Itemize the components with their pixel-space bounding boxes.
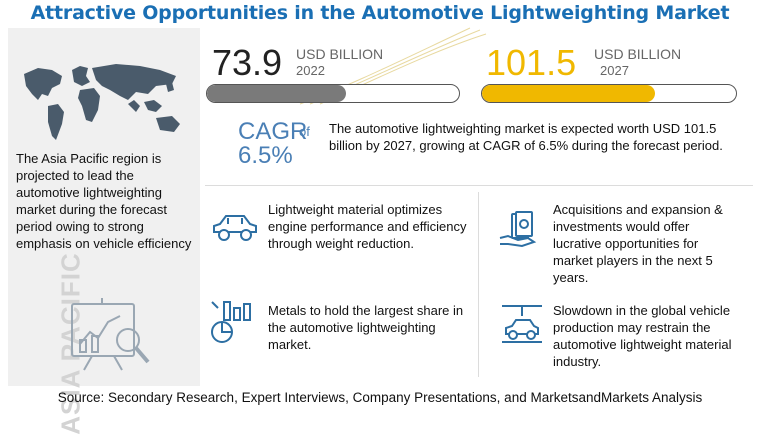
- unit-2027: USD BILLION: [594, 46, 682, 62]
- progress-bar-2027: [481, 84, 737, 103]
- progress-bar-2022: [206, 84, 460, 103]
- metal-chart-icon: [211, 301, 251, 343]
- point-text-2: Acquisitions and expansion & investments…: [553, 202, 723, 285]
- point-text-4: Slowdown in the global vehicle productio…: [553, 303, 732, 369]
- unit-2022: USD BILLION: [296, 46, 384, 62]
- progress-fill-2022: [207, 85, 346, 102]
- year-2022: 2022: [296, 63, 325, 78]
- point-text-1: Lightweight material optimizes engine pe…: [268, 202, 467, 251]
- car-production-icon: [502, 305, 542, 343]
- cagr-description: The automotive lightweighting market is …: [329, 121, 723, 153]
- presentation-chart-icon: [71, 298, 150, 371]
- asia-pacific-text: The Asia Pacific region is projected to …: [16, 151, 192, 251]
- year-2027: 2027: [600, 63, 629, 78]
- page-title: Attractive Opportunities in the Automoti…: [30, 2, 730, 24]
- car-icon: [213, 215, 257, 241]
- cagr-of: of: [299, 124, 310, 139]
- cagr-label: CAGR: [238, 118, 308, 145]
- world-map-icon: [24, 64, 180, 140]
- divider-vertical: [478, 192, 479, 377]
- asia-pacific-panel: The Asia Pacific region is projected to …: [8, 28, 200, 435]
- market-value-2022: 73.9: [212, 42, 283, 83]
- cagr-value: 6.5%: [238, 142, 293, 169]
- progress-fill-2027: [482, 85, 655, 102]
- point-text-3: Metals to hold the largest share in the …: [268, 303, 464, 352]
- money-hand-icon: [499, 211, 537, 248]
- divider-horizontal: [205, 185, 753, 186]
- market-value-2027: 101.5: [486, 42, 577, 83]
- source-footnote: Source: Secondary Research, Expert Inter…: [57, 390, 703, 405]
